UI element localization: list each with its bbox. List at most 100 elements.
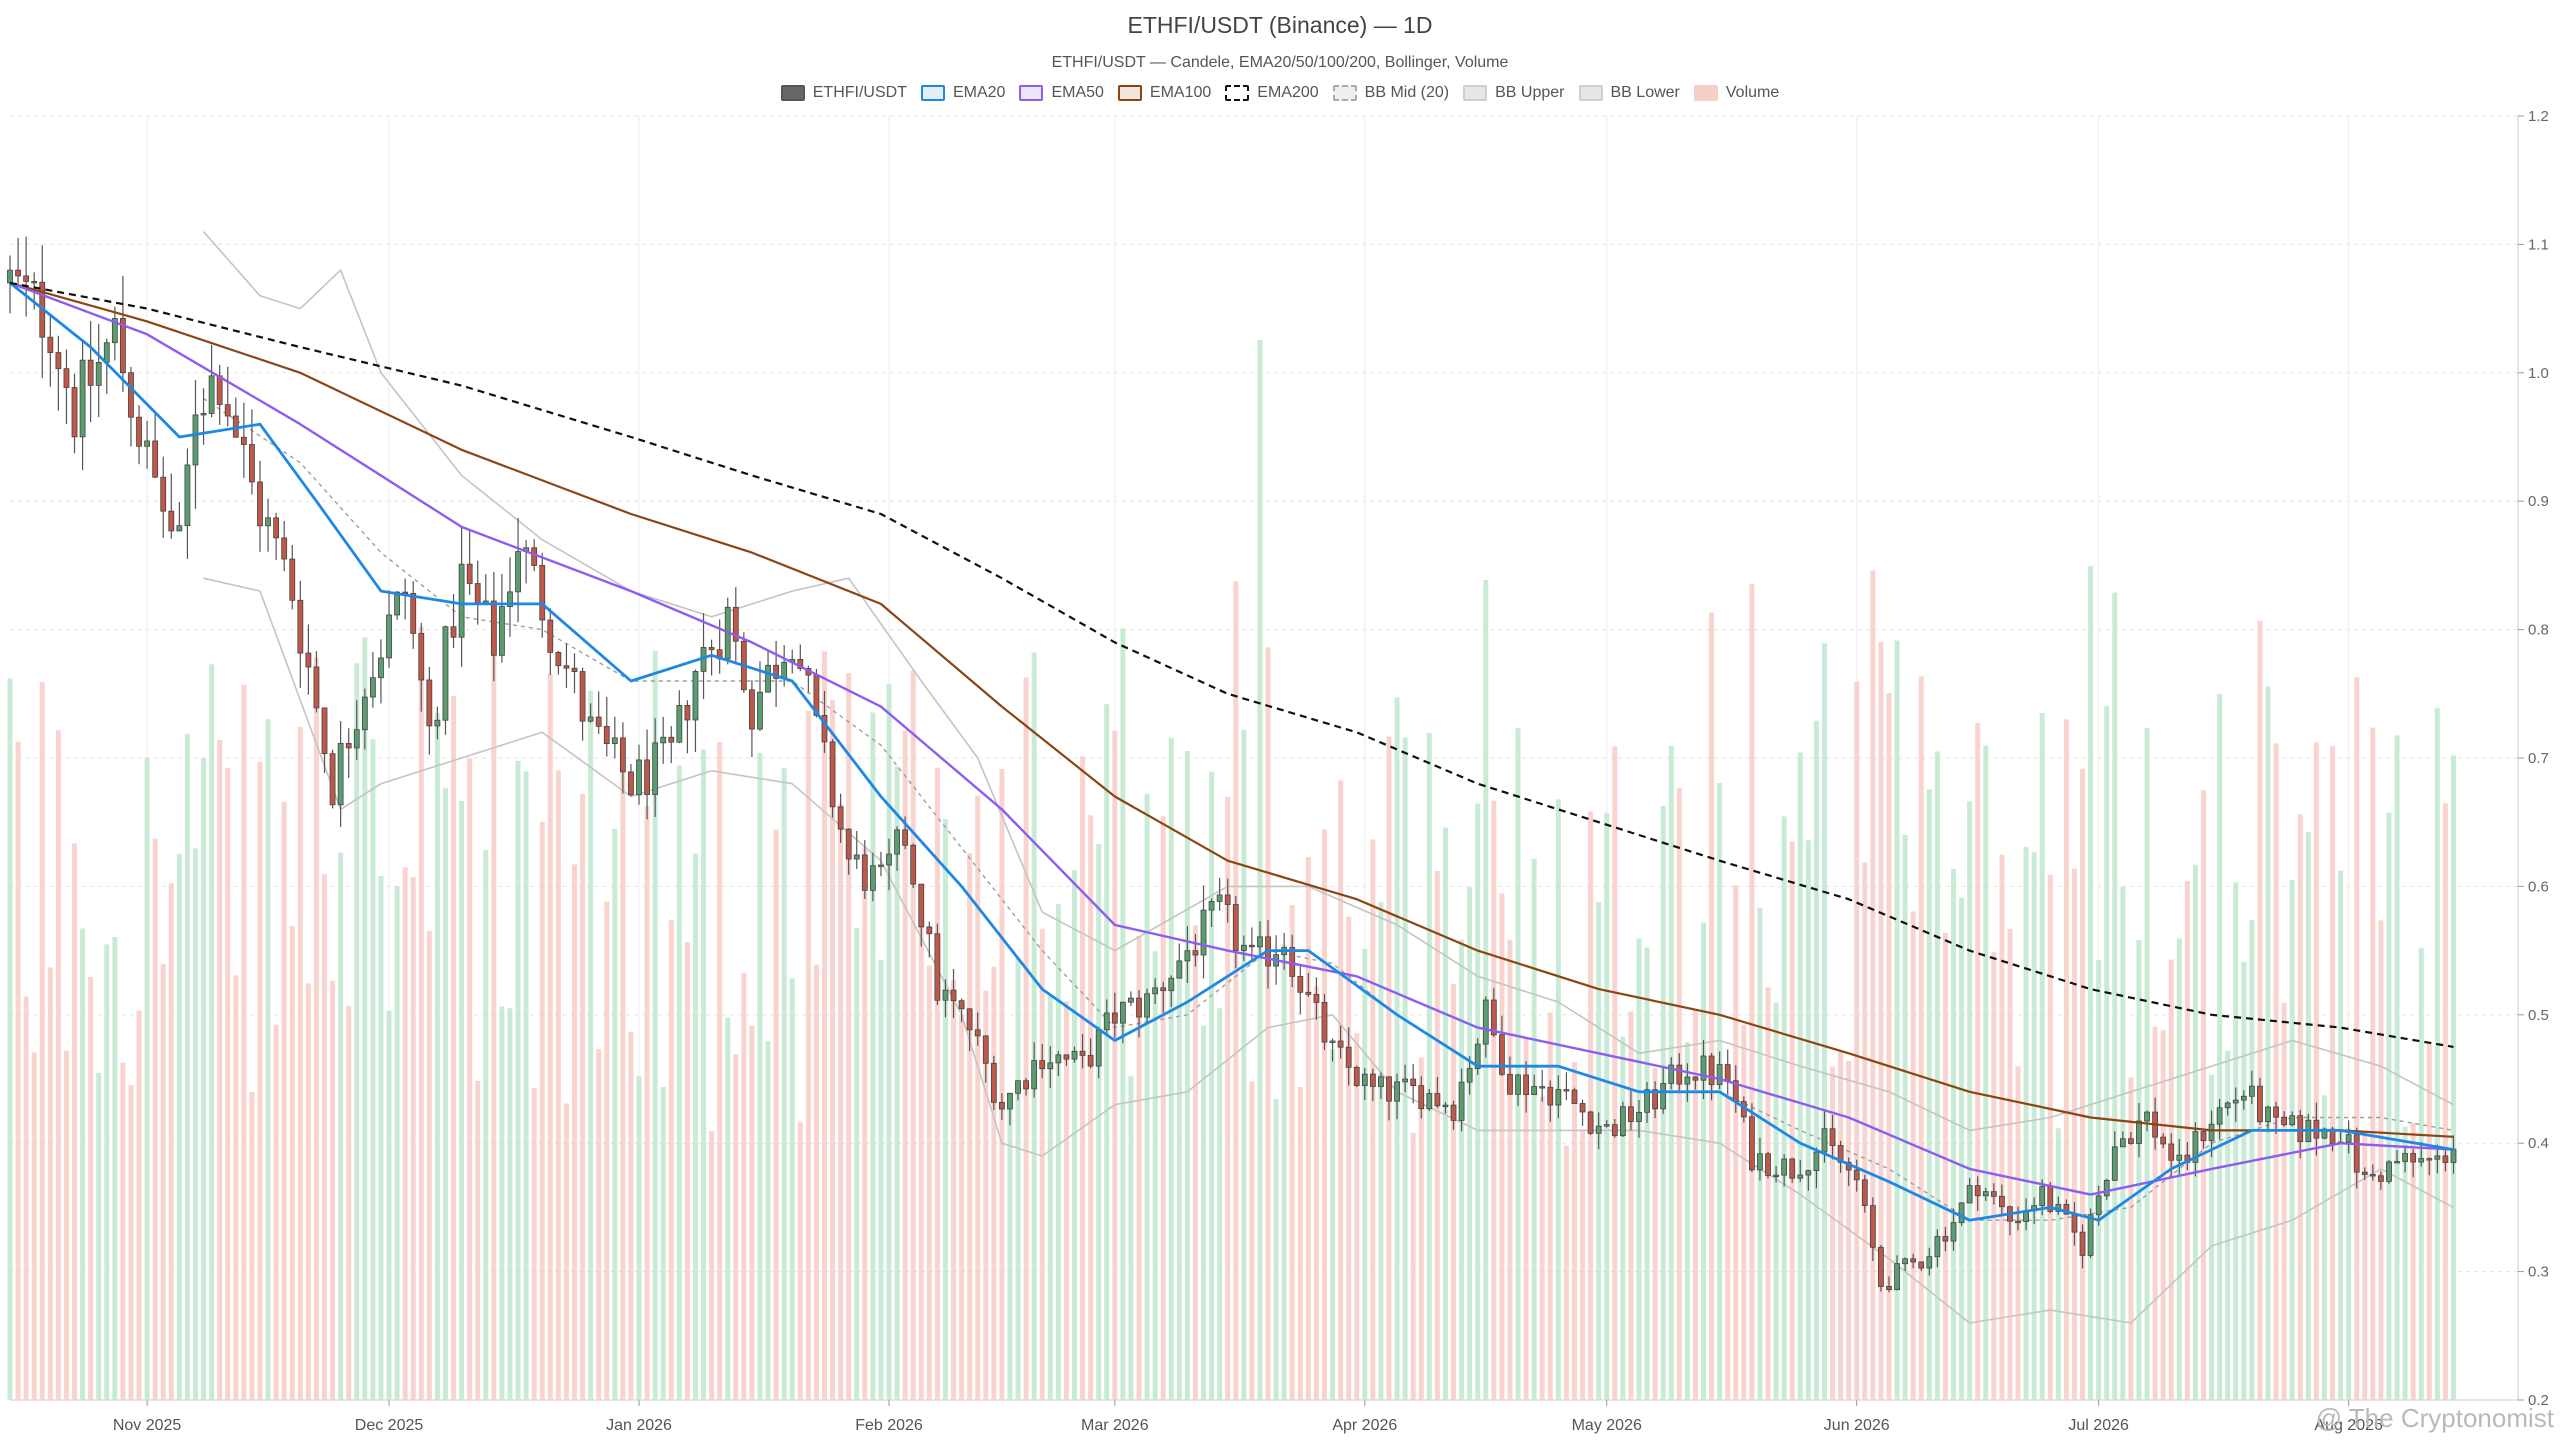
volume-bar [451,695,457,1400]
legend-swatch [1693,85,1718,101]
volume-bar [2055,1128,2061,1400]
volume-bar [926,965,932,1400]
candle-body [926,926,933,935]
candle-body [1176,960,1183,979]
volume-bar [1475,803,1481,1400]
volume-bar [1201,1025,1207,1400]
volume-bar [1983,745,1989,1400]
volume-bar [346,1006,352,1400]
volume-bar [555,770,561,1400]
volume-bar [765,1041,771,1400]
volume-bar [1910,911,1916,1400]
candle-body [120,318,126,374]
volume-bar [2273,743,2279,1400]
candle-body [571,667,578,672]
candle-body [378,657,384,679]
volume-bar [2063,719,2069,1400]
volume-bar [846,673,852,1400]
chart-subtitle: ETHFI/USDT — Candele, EMA20/50/100/200, … [1051,54,1509,71]
volume-bar [1676,788,1682,1400]
candle-body [1007,1092,1013,1110]
volume-bar [725,1017,731,1400]
volume-bar [257,761,263,1400]
candle-body [345,743,352,749]
volume-bar [2354,677,2360,1400]
candle-body [1716,1064,1723,1085]
volume-bar [1015,958,1021,1400]
y-tick-label: 0.5 [2528,1007,2549,1024]
candle-body [2386,1161,2392,1182]
volume-bar [2321,1095,2327,1400]
volume-bar [2450,755,2456,1400]
volume-bar [1297,1086,1303,1400]
candle-body [1611,1124,1618,1137]
volume-bar [813,964,819,1400]
volume-bar [2096,960,2102,1400]
candle-body [152,440,159,478]
candle-body [1587,1111,1594,1134]
candle-body [547,619,554,653]
volume-bar [2104,706,2110,1400]
candle-body [1087,1055,1094,1067]
volume-bar [1071,870,1077,1400]
candle-body [2378,1175,2384,1182]
volume-bar [2330,746,2336,1400]
volume-bar [1692,1009,1698,1400]
volume-bar [1418,1057,1424,1400]
candle-body [1474,1043,1481,1069]
candle-body [1434,1093,1441,1107]
candle-body [1902,1258,1909,1265]
candle-body [1378,1076,1384,1087]
candle-body [2200,1131,2207,1142]
volume-bar [2434,707,2440,1400]
volume-bar [96,1072,102,1400]
volume-bar [1830,1066,1836,1400]
x-tick-label: Nov 2025 [113,1417,182,1434]
candle-body [23,275,30,282]
candle-body [692,671,699,721]
volume-bar [1539,1096,1545,1400]
candle-body [1998,1195,2005,1208]
candle-body [676,704,683,743]
volume-bar [2168,959,2174,1400]
candle-body [660,736,667,744]
volume-bar [942,819,948,1400]
candle-body [200,413,207,416]
volume-bar [80,928,86,1400]
candle-body [2103,1179,2110,1197]
x-tick-label: May 2026 [1572,1417,1642,1434]
candle-body [240,436,247,445]
candle-body [595,716,602,727]
candle-body [329,753,336,806]
candle-body [1345,1046,1352,1068]
candle-body [507,591,513,607]
volume-bar [72,843,78,1400]
volume-bar [176,854,182,1400]
candle-body [168,510,175,532]
candle-body [1079,1050,1086,1056]
legend-swatch [1225,85,1250,101]
candle-body [1031,1060,1038,1090]
volume-bar [2257,620,2263,1400]
candle-body [1184,950,1191,962]
volume-bar [1338,780,1344,1400]
volume-bar [499,1006,505,1400]
candle-body [1974,1185,1981,1197]
volume-bar [1007,1094,1013,1400]
candle-body [1563,1089,1570,1092]
candle-body [1208,901,1215,911]
candle-body [1103,1012,1110,1031]
volume-bar [467,758,473,1400]
candle-body [781,661,788,679]
volume-bar [1047,995,1053,1400]
candle-body [394,591,400,616]
candle-body [1894,1263,1900,1291]
volume-bar [1491,800,1497,1400]
candle-body [466,563,473,584]
volume-bar [112,936,118,1400]
volume-bar [1813,720,1819,1400]
volume-bar [1902,834,1908,1400]
x-tick-label: Jul 2026 [2068,1417,2129,1434]
candle-body [2434,1155,2441,1160]
candle-body [1240,944,1247,951]
